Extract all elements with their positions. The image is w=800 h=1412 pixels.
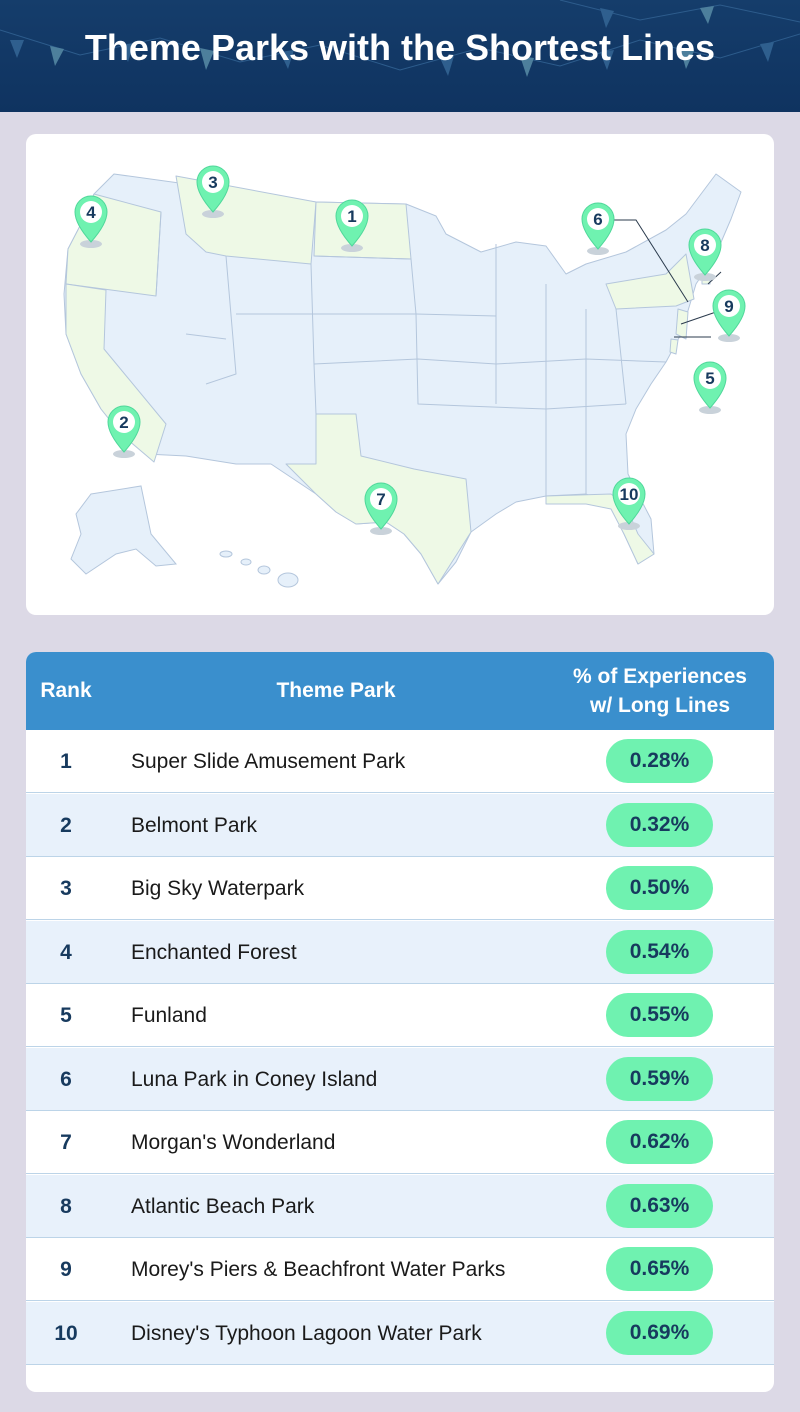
map-marker-8: 8 — [688, 228, 722, 281]
row-rank: 5 — [60, 1004, 72, 1027]
table-row: 3 Big Sky Waterpark 0.50% — [26, 857, 774, 920]
row-park-name: Big Sky Waterpark — [131, 877, 305, 900]
row-park-name: Luna Park in Coney Island — [131, 1067, 378, 1091]
map-marker-4: 4 — [74, 195, 108, 248]
row-percent-badge: 0.32% — [606, 802, 713, 847]
map-marker-9: 9 — [712, 289, 746, 342]
page-title: Theme Parks with the Shortest Lines — [84, 27, 716, 68]
map-marker-3: 3 — [196, 165, 230, 218]
map-marker-label: 8 — [700, 236, 709, 255]
row-percent-badge: 0.63% — [606, 1183, 713, 1228]
table-row: 8 Atlantic Beach Park 0.63% — [26, 1174, 774, 1238]
row-park-name: Belmont Park — [131, 813, 258, 837]
table-row: 2 Belmont Park 0.32% — [26, 793, 774, 857]
map-marker-label: 1 — [347, 207, 356, 226]
table-row: 5 Funland 0.55% — [26, 984, 774, 1047]
column-header-percent-line2: w/ Long Lines — [590, 694, 730, 717]
table-row: 10 Disney's Typhoon Lagoon Water Park 0.69… — [26, 1301, 774, 1365]
table-header: Rank Theme Park % of Experiences w/ Long… — [26, 652, 774, 730]
state-california — [65, 283, 167, 463]
column-header-park: Theme Park — [276, 679, 396, 702]
row-park-name: Funland — [131, 1004, 207, 1027]
map-marker-label: 10 — [620, 485, 639, 504]
row-percent-badge: 0.62% — [606, 1120, 713, 1164]
column-header-percent: % of Experiences w/ Long Lines — [556, 662, 764, 720]
row-rank: 10 — [54, 1321, 78, 1345]
row-percent-badge: 0.28% — [606, 739, 713, 783]
bunting-decoration — [0, 0, 800, 77]
map-marker-7: 7 — [364, 482, 398, 535]
us-map: 1 2 3 4 5 6 7 8 9 10 — [63, 165, 746, 588]
map-card: 1 2 3 4 5 6 7 8 9 10 — [26, 134, 774, 615]
row-park-name: Super Slide Amusement Park — [131, 750, 406, 773]
hawaii-shape — [219, 550, 299, 588]
table-row: 1 Super Slide Amusement Park 0.28% — [26, 730, 774, 793]
row-percent-badge: 0.65% — [606, 1247, 713, 1291]
column-header-percent-line1: % of Experiences — [573, 665, 747, 688]
row-rank: 9 — [60, 1258, 72, 1281]
row-percent-badge: 0.50% — [606, 866, 713, 910]
row-percent-badge: 0.69% — [606, 1310, 713, 1355]
column-header-rank: Rank — [40, 679, 92, 702]
alaska-shape — [70, 485, 177, 575]
state-delaware — [669, 338, 679, 355]
map-marker-label: 4 — [86, 203, 96, 222]
map-marker-label: 5 — [705, 369, 714, 388]
table-row: 7 Morgan's Wonderland 0.62% — [26, 1111, 774, 1174]
row-park-name: Disney's Typhoon Lagoon Water Park — [131, 1321, 482, 1345]
row-rank: 2 — [60, 813, 72, 837]
map-marker-label: 6 — [593, 210, 602, 229]
row-park-name: Atlantic Beach Park — [131, 1194, 315, 1218]
row-rank: 7 — [60, 1131, 72, 1154]
map-marker-10: 10 — [612, 477, 646, 530]
table-row: 4 Enchanted Forest 0.54% — [26, 920, 774, 984]
row-rank: 1 — [60, 750, 72, 773]
row-park-name: Morgan's Wonderland — [131, 1131, 336, 1154]
table-row: 6 Luna Park in Coney Island 0.59% — [26, 1047, 774, 1111]
row-rank: 4 — [60, 940, 72, 964]
row-rank: 3 — [60, 877, 72, 900]
row-park-name: Enchanted Forest — [131, 940, 297, 964]
map-marker-6: 6 — [581, 202, 615, 255]
row-rank: 8 — [60, 1194, 72, 1218]
ranking-table: Rank Theme Park % of Experiences w/ Long… — [26, 652, 774, 1392]
row-park-name: Morey's Piers & Beachfront Water Parks — [131, 1258, 506, 1281]
map-marker-2: 2 — [107, 405, 141, 458]
row-percent-badge: 0.54% — [606, 929, 713, 974]
map-marker-label: 7 — [376, 490, 385, 509]
row-percent-badge: 0.55% — [606, 993, 713, 1037]
map-marker-5: 5 — [693, 361, 727, 414]
table-row: 9 Morey's Piers & Beachfront Water Parks 0… — [26, 1238, 774, 1301]
row-percent-badge: 0.59% — [606, 1056, 713, 1101]
row-rank: 6 — [60, 1067, 72, 1091]
map-marker-label: 9 — [724, 297, 733, 316]
map-marker-label: 3 — [208, 173, 217, 192]
header-banner: Theme Parks with the Shortest Lines — [0, 0, 800, 112]
map-marker-1: 1 — [335, 199, 369, 252]
map-marker-label: 2 — [119, 413, 128, 432]
